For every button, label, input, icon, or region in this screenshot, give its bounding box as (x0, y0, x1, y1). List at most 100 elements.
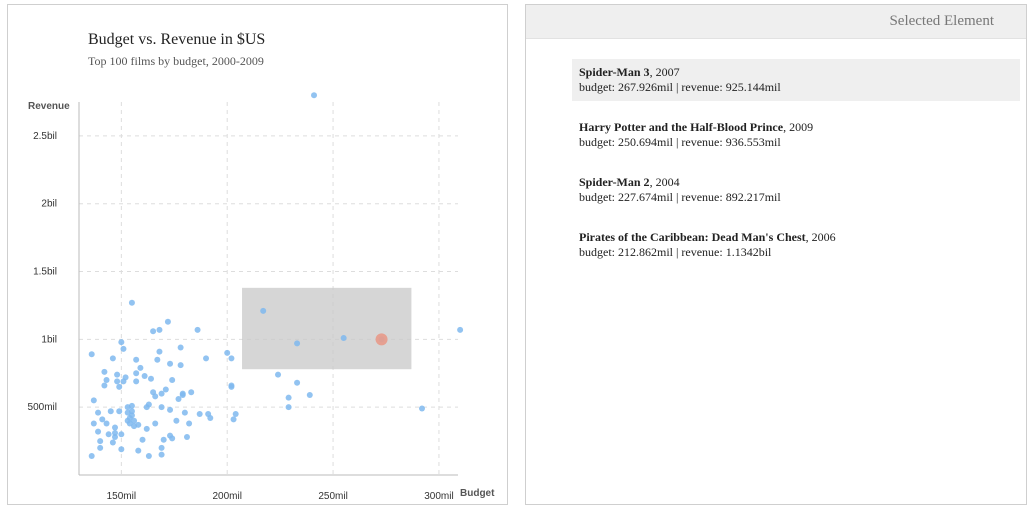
data-point[interactable] (150, 328, 157, 335)
data-point[interactable] (118, 446, 125, 453)
data-point[interactable] (105, 431, 112, 438)
data-point[interactable] (179, 390, 186, 397)
film-list-item[interactable]: Pirates of the Caribbean: Dead Man's Che… (572, 224, 1020, 266)
data-point[interactable] (95, 428, 102, 435)
data-point[interactable] (133, 356, 140, 363)
data-point[interactable] (169, 435, 176, 442)
data-point[interactable] (90, 397, 97, 404)
data-point[interactable] (183, 434, 190, 441)
data-point[interactable] (275, 371, 282, 378)
film-year: , 2007 (649, 65, 680, 79)
data-point[interactable] (103, 420, 110, 427)
highlighted-point[interactable] (375, 333, 388, 346)
data-point[interactable] (224, 349, 231, 356)
data-point[interactable] (120, 345, 127, 352)
data-point[interactable] (154, 356, 161, 363)
film-list-item[interactable]: Spider-Man 3, 2007 budget: 267.926mil | r… (572, 59, 1020, 101)
data-point[interactable] (181, 409, 188, 416)
data-point[interactable] (260, 307, 267, 314)
data-point[interactable] (311, 92, 318, 99)
chart-subtitle: Top 100 films by budget, 2000-2009 (88, 54, 264, 68)
data-point[interactable] (114, 371, 121, 378)
data-point[interactable] (128, 299, 135, 306)
data-point[interactable] (177, 362, 184, 369)
data-point[interactable] (131, 417, 138, 424)
data-point[interactable] (294, 340, 301, 347)
data-point[interactable] (207, 415, 214, 422)
data-point[interactable] (228, 355, 235, 362)
data-point[interactable] (306, 391, 313, 398)
data-point[interactable] (107, 408, 114, 415)
data-point[interactable] (97, 444, 104, 451)
data-point[interactable] (203, 355, 210, 362)
data-point[interactable] (88, 351, 95, 358)
data-point[interactable] (118, 339, 125, 346)
data-point[interactable] (116, 383, 123, 390)
data-point[interactable] (118, 431, 125, 438)
data-point[interactable] (162, 386, 169, 393)
data-point[interactable] (457, 326, 464, 333)
data-point[interactable] (158, 451, 165, 458)
data-point[interactable] (194, 326, 201, 333)
data-point[interactable] (143, 425, 150, 432)
data-point[interactable] (122, 374, 129, 381)
data-point[interactable] (177, 344, 184, 351)
data-point[interactable] (101, 368, 108, 375)
data-point[interactable] (285, 404, 292, 411)
data-point[interactable] (133, 370, 140, 377)
data-point[interactable] (145, 401, 152, 408)
data-point[interactable] (133, 378, 140, 385)
data-point[interactable] (228, 383, 235, 390)
data-point[interactable] (186, 420, 193, 427)
data-point[interactable] (97, 438, 104, 445)
data-point[interactable] (173, 417, 180, 424)
data-point[interactable] (99, 416, 106, 423)
data-point[interactable] (90, 420, 97, 427)
data-point[interactable] (340, 335, 347, 342)
data-point[interactable] (135, 447, 142, 454)
data-point[interactable] (152, 393, 159, 400)
data-point[interactable] (294, 379, 301, 386)
data-point[interactable] (145, 453, 152, 460)
data-point[interactable] (158, 444, 165, 451)
data-point[interactable] (158, 404, 165, 411)
data-point[interactable] (128, 402, 135, 409)
x-tick-label: 300mil (424, 491, 453, 502)
data-point[interactable] (156, 326, 163, 333)
brush-selection[interactable] (242, 287, 412, 370)
data-point[interactable] (147, 375, 154, 382)
data-point[interactable] (419, 405, 426, 412)
data-point[interactable] (230, 416, 237, 423)
data-point[interactable] (167, 406, 174, 413)
data-point[interactable] (116, 408, 123, 415)
data-point[interactable] (158, 390, 165, 397)
data-point[interactable] (141, 372, 148, 379)
data-point[interactable] (114, 378, 121, 385)
data-point[interactable] (131, 423, 138, 430)
data-point[interactable] (169, 377, 176, 384)
data-point[interactable] (88, 453, 95, 460)
data-point[interactable] (111, 424, 118, 431)
data-point[interactable] (109, 355, 116, 362)
data-point[interactable] (160, 436, 167, 443)
data-point[interactable] (152, 420, 159, 427)
data-point[interactable] (128, 412, 135, 419)
film-list-item[interactable]: Spider-Man 2, 2004 budget: 227.674mil | r… (572, 169, 1020, 211)
data-point[interactable] (109, 439, 116, 446)
data-point[interactable] (156, 348, 163, 355)
scatter-plot[interactable]: 150mil 200mil 250mil 300mil 500mil 1bil 1.5bil… (8, 5, 507, 504)
data-point[interactable] (111, 429, 118, 436)
data-point[interactable] (137, 364, 144, 371)
data-point[interactable] (175, 396, 182, 403)
data-point[interactable] (164, 318, 171, 325)
data-point[interactable] (188, 389, 195, 396)
data-point[interactable] (95, 409, 102, 416)
data-point[interactable] (232, 410, 239, 417)
film-list-item[interactable]: Harry Potter and the Half-Blood Prince, … (572, 114, 1020, 156)
data-point[interactable] (101, 382, 108, 389)
data-point[interactable] (139, 436, 146, 443)
data-point[interactable] (167, 360, 174, 367)
data-point[interactable] (285, 394, 292, 401)
data-point[interactable] (196, 410, 203, 417)
data-point[interactable] (103, 377, 110, 384)
